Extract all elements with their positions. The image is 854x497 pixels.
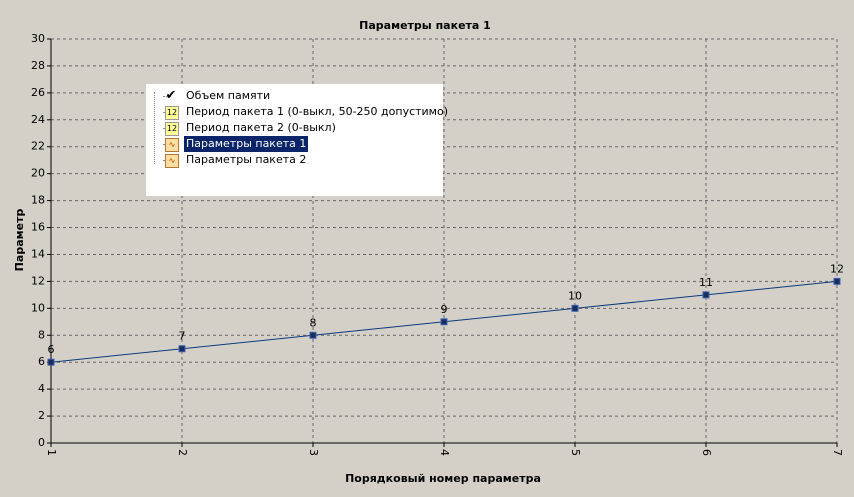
y-tick-label: 2 <box>38 409 45 422</box>
x-tick-label: 5 <box>569 449 582 456</box>
chart-icon: ∿ <box>165 138 179 152</box>
point-marker <box>833 277 841 285</box>
data-label: 7 <box>179 330 186 343</box>
y-tick-label: 12 <box>31 274 45 287</box>
y-tick-label: 0 <box>38 436 45 449</box>
x-tick-label: 7 <box>831 449 844 456</box>
check-icon: ✔ <box>165 88 177 103</box>
tree-item-label: Период пакета 1 (0-выкл, 50-250 допустим… <box>186 105 449 118</box>
tree-item-label: Период пакета 2 (0-выкл) <box>186 121 336 134</box>
point-marker <box>309 331 317 339</box>
y-tick-label: 10 <box>31 301 45 314</box>
data-label: 10 <box>568 289 582 302</box>
y-tick-label: 16 <box>31 221 45 234</box>
tree-line <box>154 92 155 164</box>
data-label: 8 <box>310 316 317 329</box>
y-tick-label: 4 <box>38 382 45 395</box>
y-tick-label: 18 <box>31 194 45 207</box>
y-tick-label: 22 <box>31 140 45 153</box>
point-marker <box>178 345 186 353</box>
y-tick-label: 28 <box>31 59 45 72</box>
tree-item-label: Параметры пакета 1 <box>182 135 310 153</box>
x-axis-label: Порядковый номер параметра <box>345 472 541 485</box>
data-label: 11 <box>699 276 713 289</box>
number-icon: 12 <box>165 122 179 136</box>
y-tick-label: 26 <box>31 86 45 99</box>
y-tick-label: 14 <box>31 247 45 260</box>
tree-item-label: Объем памяти <box>186 89 271 102</box>
x-tick-label: 6 <box>700 449 713 456</box>
point-marker <box>571 304 579 312</box>
x-tick-label: 1 <box>45 449 58 456</box>
y-axis-label: Параметр <box>13 209 26 272</box>
y-tick-label: 24 <box>31 113 45 126</box>
chart-icon: ∿ <box>165 154 179 168</box>
series-tree[interactable]: ✔ Объем памяти 12 Период пакета 1 (0-выкл,… <box>146 84 448 196</box>
y-tick-label: 6 <box>38 355 45 368</box>
point-marker <box>702 291 710 299</box>
chart-title: Параметры пакета 1 <box>359 19 491 32</box>
point-marker <box>440 318 448 326</box>
tree-item-label: Параметры пакета 2 <box>186 153 307 166</box>
x-tick-label: 2 <box>176 449 189 456</box>
data-label: 9 <box>441 303 448 316</box>
y-tick-label: 30 <box>31 32 45 45</box>
y-tick-label: 20 <box>31 167 45 180</box>
y-tick-label: 8 <box>38 328 45 341</box>
x-tick-label: 4 <box>438 449 451 456</box>
data-label: 6 <box>48 343 55 356</box>
x-tick-label: 3 <box>307 449 320 456</box>
data-label: 12 <box>830 262 844 275</box>
number-icon: 12 <box>165 106 179 120</box>
point-marker <box>47 358 55 366</box>
